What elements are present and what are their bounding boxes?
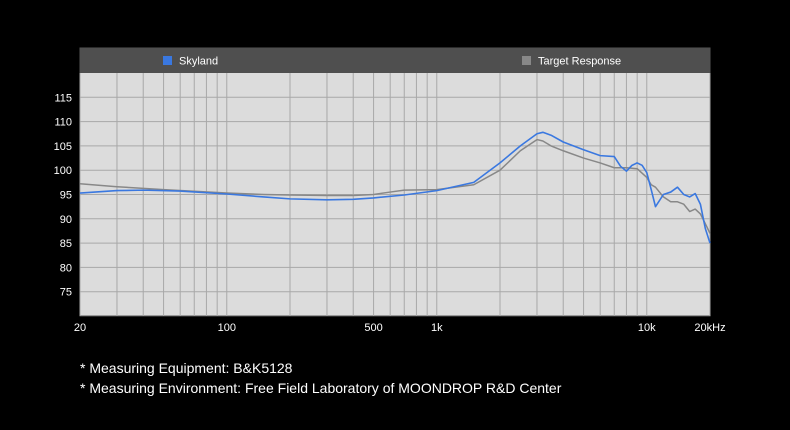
x-tick-label: 100: [218, 322, 236, 334]
x-tick-label: 1k: [431, 322, 443, 334]
y-axis-ticks: 75 80 85 90 95 100 105 110 115: [54, 92, 72, 298]
y-tick-label: 85: [60, 238, 72, 250]
x-tick-label: 20kHz: [694, 322, 725, 334]
legend-bar: [80, 48, 710, 73]
y-tick-label: 100: [54, 165, 72, 177]
legend-label-target-response: Target Response: [538, 56, 621, 68]
note-environment: * Measuring Environment: Free Field Labo…: [80, 380, 562, 396]
y-tick-label: 110: [54, 117, 72, 129]
legend-label-skyland: Skyland: [179, 56, 218, 68]
y-tick-label: 105: [54, 141, 72, 153]
y-tick-label: 75: [60, 287, 72, 299]
y-tick-label: 95: [60, 190, 72, 202]
legend-swatch-skyland: [163, 56, 172, 65]
measurement-notes: * Measuring Equipment: B&K5128 * Measuri…: [80, 358, 561, 398]
plot-background: [79, 47, 711, 317]
series-line-target-response: [79, 138, 711, 234]
series-line-skyland: [79, 131, 711, 244]
x-tick-label: 500: [364, 322, 382, 334]
note-equipment: * Measuring Equipment: B&K5128: [80, 360, 293, 376]
y-tick-label: 90: [60, 214, 72, 226]
legend-swatch-target-response: [522, 56, 531, 65]
y-tick-label: 115: [54, 92, 72, 104]
x-axis-ticks: 20 100 500 1k 10k 20kHz: [74, 322, 726, 334]
y-tick-label: 80: [60, 262, 72, 274]
legend: Skyland Target Response: [80, 48, 710, 73]
x-tick-label: 10k: [638, 322, 656, 334]
plot-area: [79, 47, 711, 317]
x-tick-label: 20: [74, 322, 86, 334]
